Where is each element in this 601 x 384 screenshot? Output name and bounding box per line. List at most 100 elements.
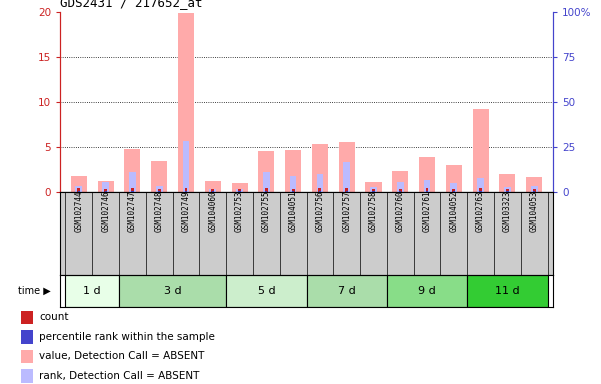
Bar xyxy=(263,172,270,192)
Text: 1 d: 1 d xyxy=(84,286,101,296)
Text: 11 d: 11 d xyxy=(495,286,520,296)
Bar xyxy=(258,151,275,192)
Bar xyxy=(453,189,456,192)
Bar xyxy=(419,157,435,192)
Text: GSM102744: GSM102744 xyxy=(75,190,84,232)
Bar xyxy=(231,183,248,192)
Bar xyxy=(479,189,482,192)
Bar xyxy=(71,176,87,192)
Bar xyxy=(129,172,136,192)
Text: time ▶: time ▶ xyxy=(19,286,51,296)
Bar xyxy=(236,189,243,192)
Bar xyxy=(131,189,134,192)
Bar xyxy=(446,165,462,192)
Text: GSM102758: GSM102758 xyxy=(369,190,378,232)
Bar xyxy=(399,189,401,192)
Bar xyxy=(76,186,82,192)
Text: GSM103323: GSM103323 xyxy=(503,190,512,232)
Bar xyxy=(531,186,537,192)
Bar xyxy=(124,149,141,192)
Bar xyxy=(424,180,430,192)
Bar xyxy=(78,189,81,192)
Bar xyxy=(506,191,508,192)
Bar xyxy=(105,190,107,192)
Text: GDS2431 / 217652_at: GDS2431 / 217652_at xyxy=(60,0,203,9)
Bar xyxy=(312,144,328,192)
Bar xyxy=(209,189,216,192)
Bar xyxy=(392,171,408,192)
Bar xyxy=(238,189,241,192)
Bar xyxy=(317,174,323,192)
Bar xyxy=(212,191,214,192)
Text: GSM104052: GSM104052 xyxy=(450,190,459,232)
Bar xyxy=(533,191,535,192)
Bar xyxy=(185,190,187,192)
Bar xyxy=(20,330,34,344)
Bar xyxy=(102,182,109,192)
Bar xyxy=(426,189,429,192)
Text: 5 d: 5 d xyxy=(257,286,275,296)
Text: value, Detection Call = ABSENT: value, Detection Call = ABSENT xyxy=(39,351,204,361)
Text: GSM102747: GSM102747 xyxy=(128,190,137,232)
FancyBboxPatch shape xyxy=(387,275,467,307)
Bar xyxy=(345,189,348,192)
Bar xyxy=(399,191,401,192)
Bar xyxy=(20,311,34,324)
Bar xyxy=(453,191,455,192)
Bar xyxy=(183,141,189,192)
Text: GSM104053: GSM104053 xyxy=(529,190,538,232)
Text: 9 d: 9 d xyxy=(418,286,436,296)
Bar xyxy=(292,190,294,192)
Bar xyxy=(319,190,321,192)
FancyBboxPatch shape xyxy=(307,275,387,307)
Text: GSM102749: GSM102749 xyxy=(182,190,191,232)
Bar xyxy=(151,161,167,192)
Bar xyxy=(532,189,535,192)
Bar xyxy=(526,177,542,192)
Bar xyxy=(156,186,163,192)
Bar xyxy=(346,190,348,192)
Bar xyxy=(499,174,516,192)
FancyBboxPatch shape xyxy=(467,275,548,307)
FancyBboxPatch shape xyxy=(119,275,226,307)
Bar xyxy=(338,142,355,192)
Text: rank, Detection Call = ABSENT: rank, Detection Call = ABSENT xyxy=(39,371,200,381)
Bar xyxy=(265,189,268,192)
Bar xyxy=(285,150,301,192)
Bar xyxy=(426,190,428,192)
Text: GSM102763: GSM102763 xyxy=(476,190,485,232)
Bar xyxy=(343,162,350,192)
Bar xyxy=(450,183,457,192)
Bar xyxy=(104,189,107,192)
Text: GSM104060: GSM104060 xyxy=(209,190,218,232)
Text: 7 d: 7 d xyxy=(338,286,356,296)
Bar xyxy=(20,369,34,382)
Bar xyxy=(370,187,377,192)
Bar xyxy=(472,109,489,192)
Bar xyxy=(373,191,374,192)
Bar xyxy=(265,190,267,192)
Text: GSM102755: GSM102755 xyxy=(262,190,271,232)
Bar xyxy=(185,189,188,192)
Bar xyxy=(480,190,482,192)
Bar xyxy=(158,190,160,192)
Bar xyxy=(477,179,484,192)
FancyBboxPatch shape xyxy=(66,275,119,307)
Bar xyxy=(212,189,214,192)
Text: GSM102756: GSM102756 xyxy=(316,190,325,232)
Text: GSM102760: GSM102760 xyxy=(395,190,404,232)
Bar xyxy=(20,349,34,363)
Text: count: count xyxy=(39,312,69,322)
Text: percentile rank within the sample: percentile rank within the sample xyxy=(39,332,215,342)
Bar xyxy=(178,13,194,192)
Bar xyxy=(97,181,114,192)
Bar xyxy=(239,191,240,192)
Bar xyxy=(78,190,80,192)
Bar xyxy=(157,189,160,192)
FancyBboxPatch shape xyxy=(226,275,307,307)
Bar xyxy=(504,187,511,192)
Text: GSM102746: GSM102746 xyxy=(101,190,110,232)
Text: GSM102753: GSM102753 xyxy=(235,190,244,232)
Text: GSM102761: GSM102761 xyxy=(423,190,432,232)
Bar xyxy=(365,182,382,192)
